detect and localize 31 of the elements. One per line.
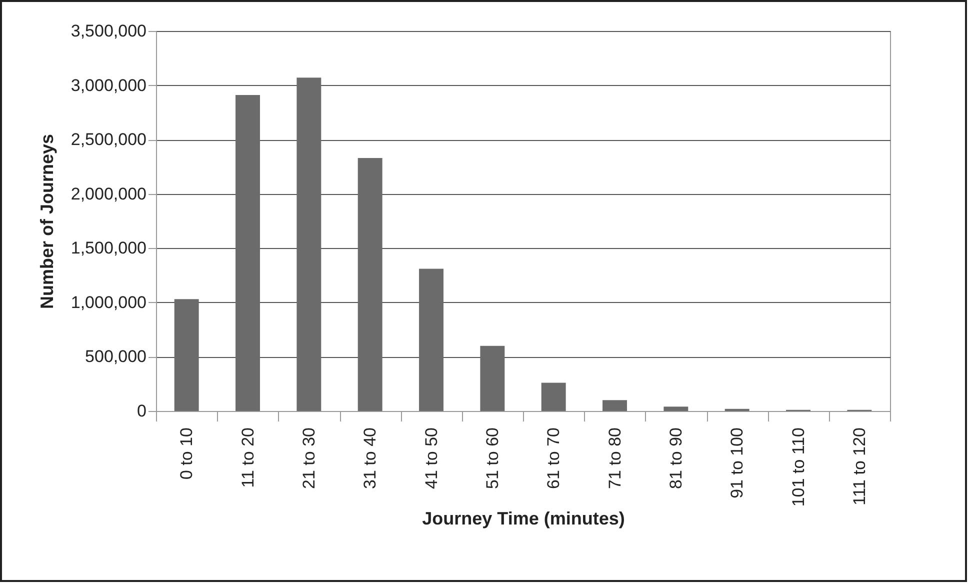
x-tick-label: 71 to 80: [605, 428, 624, 489]
x-axis-title: Journey Time (minutes): [422, 508, 625, 529]
bar: [541, 382, 566, 411]
bar: [236, 95, 260, 411]
bar: [358, 158, 382, 411]
x-tick-label: 81 to 90: [666, 428, 686, 489]
bar: [480, 346, 505, 411]
x-tick-label: 101 to 110: [788, 428, 808, 507]
bar: [602, 400, 627, 411]
y-tick-label: 2,500,000: [70, 130, 146, 150]
y-tick-label: 0: [137, 402, 146, 420]
bar: [419, 268, 444, 411]
x-tick-label: 51 to 60: [482, 428, 502, 489]
y-tick-label: 500,000: [85, 347, 146, 366]
x-tick-label: 21 to 30: [299, 428, 318, 489]
y-tick-label: 3,000,000: [70, 76, 146, 95]
y-tick-label: 1,000,000: [70, 292, 146, 312]
x-tick-label: 0 to 10: [177, 428, 196, 480]
bar: [664, 406, 688, 411]
y-axis-title: Number of Journeys: [36, 134, 57, 310]
x-tick-label: 41 to 50: [422, 428, 441, 489]
y-tick-label: 1,500,000: [70, 238, 146, 258]
y-tick-label: 3,500,000: [70, 22, 146, 40]
x-tick-label: 111 to 120: [850, 428, 869, 506]
x-tick-label: 31 to 40: [360, 428, 380, 489]
x-tick-label: 61 to 70: [544, 428, 564, 489]
bar: [174, 299, 199, 411]
y-tick-label: 2,000,000: [70, 184, 146, 204]
bar: [296, 78, 322, 411]
x-tick-label: 11 to 20: [238, 428, 258, 488]
x-tick-label: 91 to 100: [728, 428, 747, 498]
